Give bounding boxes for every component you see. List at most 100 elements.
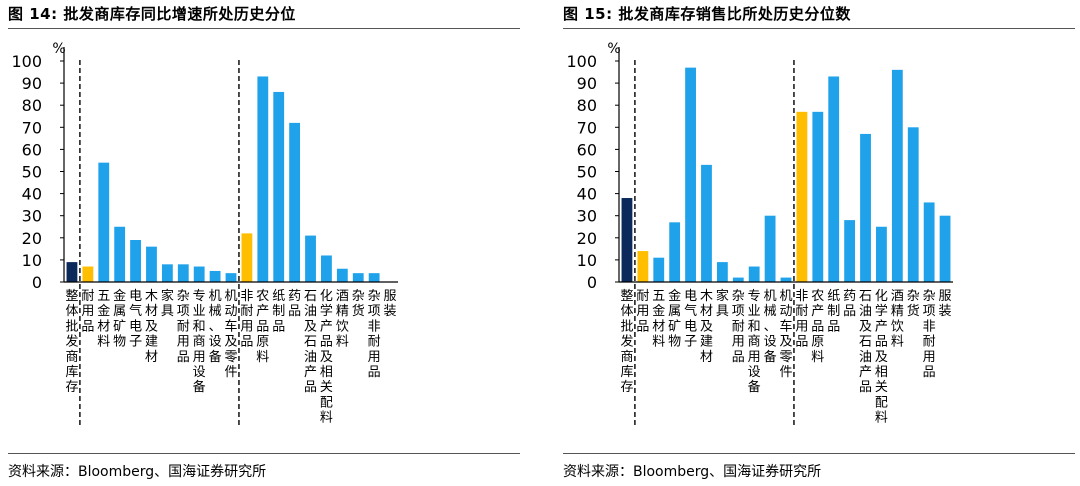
x-tick-label-9: 机械、设备 bbox=[209, 289, 222, 365]
bar-16 bbox=[321, 255, 332, 282]
y-tick-label: 10 bbox=[577, 251, 597, 270]
figure-title: 图 15: 批发商库存销售比所处历史分位数 bbox=[563, 3, 851, 24]
bar-13 bbox=[828, 76, 840, 282]
source-rule bbox=[8, 453, 520, 454]
bar-19 bbox=[923, 202, 935, 282]
x-tick-label-7: 杂项耐用品 bbox=[177, 289, 190, 365]
x-tick-label-4: 电气电子 bbox=[129, 289, 142, 350]
title-rule bbox=[8, 28, 520, 29]
figure-15-panel: 图 15: 批发商库存销售比所处历史分位数 0 10 20 30 40 50 60 70 80 9… bbox=[563, 0, 1080, 486]
y-axis-unit: % bbox=[607, 41, 620, 57]
bar-10 bbox=[225, 273, 237, 282]
bar-11 bbox=[241, 233, 253, 282]
inventory-growth-percentile-chart: 0 10 20 30 40 50 60 70 80 90 100% 整体批发商库存耐用品五金材料金属矿… bbox=[11, 41, 398, 428]
x-tick-label-16: 化学产品及相关配料 bbox=[875, 289, 888, 426]
bar-1 bbox=[637, 251, 649, 282]
bar-15 bbox=[305, 235, 316, 282]
bar-4 bbox=[130, 240, 141, 282]
bar-8 bbox=[193, 266, 205, 282]
x-tick-label-15: 石油及石油产品 bbox=[859, 289, 872, 395]
y-tick-label: 100 bbox=[566, 52, 597, 71]
bar-7 bbox=[732, 277, 744, 282]
x-tick-label-10: 机动车及零件 bbox=[224, 289, 237, 380]
y-tick-label: 30 bbox=[577, 207, 597, 226]
x-tick-label-19: 杂项非耐用品 bbox=[368, 289, 381, 380]
title-rule bbox=[563, 28, 1075, 29]
bar-7 bbox=[177, 264, 189, 282]
x-tick-label-3: 金属矿物 bbox=[668, 288, 681, 350]
x-tick-label-8: 专业和商用设备 bbox=[748, 289, 761, 395]
bar-18 bbox=[352, 273, 364, 282]
x-tick-label-1: 耐用品 bbox=[636, 289, 649, 334]
x-tick-label-0: 整体批发商库存 bbox=[65, 289, 78, 395]
bar-16 bbox=[876, 226, 887, 282]
y-tick-label: 50 bbox=[577, 163, 597, 182]
x-tick-label-12: 农产品原料 bbox=[256, 289, 269, 365]
x-tick-label-10: 机动车及零件 bbox=[779, 289, 792, 380]
bar-10 bbox=[780, 277, 792, 282]
x-tick-label-18: 杂货 bbox=[352, 289, 365, 319]
y-tick-label: 30 bbox=[22, 207, 42, 226]
x-tick-label-20: 服装 bbox=[384, 289, 397, 319]
x-tick-label-20: 服装 bbox=[939, 289, 952, 319]
bar-0 bbox=[621, 198, 633, 282]
bar-13 bbox=[273, 91, 285, 282]
x-tick-label-11: 非耐用品 bbox=[240, 289, 253, 350]
bar-9 bbox=[209, 270, 221, 282]
x-tick-label-15: 石油及石油产品 bbox=[304, 289, 317, 395]
x-tick-label-14: 药品 bbox=[288, 289, 301, 319]
bar-2 bbox=[98, 162, 110, 282]
x-tick-label-16: 化学产品及相关配料 bbox=[320, 289, 333, 426]
figure-14-panel: 图 14: 批发商库存同比增速所处历史分位 0 10 20 30 40 50 60 70 80 9… bbox=[8, 0, 533, 486]
x-tick-label-13: 纸制品 bbox=[272, 289, 285, 334]
x-tick-label-1: 耐用品 bbox=[81, 289, 94, 334]
bar-9 bbox=[764, 215, 776, 282]
x-tick-label-17: 酒精饮料 bbox=[336, 289, 349, 350]
y-tick-label: 10 bbox=[22, 251, 42, 270]
x-tick-label-8: 专业和商用设备 bbox=[193, 289, 206, 395]
bar-1 bbox=[82, 266, 94, 282]
x-tick-label-3: 金属矿物 bbox=[113, 288, 126, 350]
source-note: 资料来源：Bloomberg、国海证券研究所 bbox=[563, 464, 822, 480]
x-tick-label-14: 药品 bbox=[843, 289, 856, 319]
bar-3 bbox=[114, 226, 126, 282]
x-tick-label-6: 家具 bbox=[716, 288, 729, 319]
x-tick-label-6: 家具 bbox=[161, 288, 174, 319]
x-tick-label-19: 杂项非耐用品 bbox=[923, 289, 936, 380]
figure-label: 图 15: bbox=[563, 5, 613, 23]
y-tick-label: 60 bbox=[22, 140, 42, 159]
x-tick-label-13: 纸制品 bbox=[827, 289, 840, 334]
y-tick-label: 50 bbox=[22, 163, 42, 182]
bar-4 bbox=[685, 67, 696, 282]
y-tick-label: 70 bbox=[577, 118, 597, 137]
y-tick-label: 80 bbox=[577, 96, 597, 115]
bar-20 bbox=[939, 215, 951, 282]
bar-6 bbox=[716, 262, 728, 282]
bar-5 bbox=[146, 246, 157, 282]
x-tick-label-2: 五金材料 bbox=[97, 289, 110, 350]
bar-5 bbox=[701, 164, 712, 282]
bar-11 bbox=[796, 111, 808, 282]
x-tick-label-17: 酒精饮料 bbox=[891, 289, 904, 350]
bar-17 bbox=[336, 268, 348, 282]
x-tick-label-2: 五金材料 bbox=[652, 289, 665, 350]
x-tick-label-5: 木材及建材 bbox=[145, 289, 158, 365]
x-tick-label-11: 非耐用品 bbox=[795, 289, 808, 350]
y-tick-label: 90 bbox=[22, 74, 42, 93]
figure-label: 图 14: bbox=[8, 5, 58, 23]
bar-14 bbox=[844, 220, 856, 282]
y-tick-label: 40 bbox=[22, 185, 42, 204]
bar-12 bbox=[812, 111, 824, 282]
bar-3 bbox=[669, 222, 681, 282]
y-axis-unit: % bbox=[52, 41, 65, 57]
bar-2 bbox=[653, 257, 665, 282]
y-tick-label: 20 bbox=[577, 229, 597, 248]
bar-17 bbox=[891, 69, 903, 282]
figure-title-text: 批发商库存销售比所处历史分位数 bbox=[618, 5, 851, 23]
y-tick-label: 70 bbox=[22, 118, 42, 137]
bar-15 bbox=[860, 133, 871, 282]
y-tick-label: 100 bbox=[11, 52, 42, 71]
y-tick-label: 40 bbox=[577, 185, 597, 204]
figure-title-text: 批发商库存同比增速所处历史分位 bbox=[63, 5, 296, 23]
y-tick-label: 60 bbox=[577, 140, 597, 159]
